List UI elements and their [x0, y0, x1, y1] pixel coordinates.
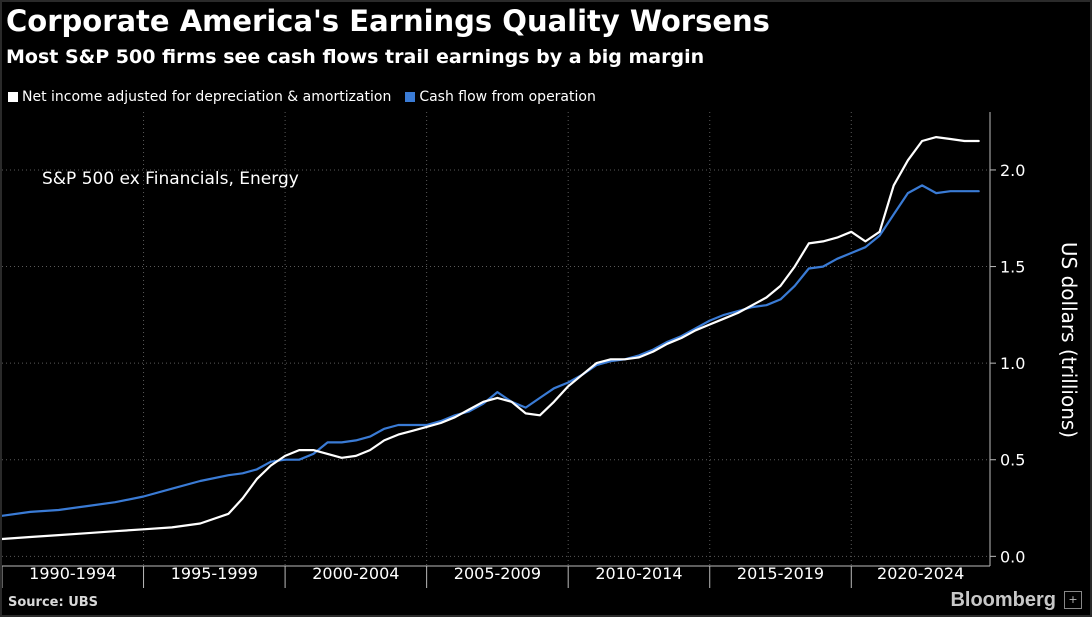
- legend-label-cash-flow: Cash flow from operation: [419, 89, 596, 105]
- x-tick-label: 1995-1999: [171, 564, 258, 583]
- series-line-cash-flow: [0, 184, 980, 517]
- legend-swatch-net-income: [8, 92, 18, 102]
- x-tick-label: 2000-2004: [312, 564, 399, 583]
- y-tick-label: 0.5: [1000, 451, 1025, 470]
- y-axis-label: US dollars (trillions): [1057, 242, 1081, 438]
- y-tick-label: 0.0: [1000, 547, 1025, 566]
- chart-annotation: S&P 500 ex Financials, Energy: [42, 169, 299, 189]
- legend-item-net-income: Net income adjusted for depreciation & a…: [8, 89, 391, 105]
- source-note: Source: UBS: [8, 595, 99, 610]
- plus-icon[interactable]: +: [1064, 591, 1082, 609]
- chart-legend: Net income adjusted for depreciation & a…: [8, 89, 610, 105]
- y-tick-label: 2.0: [1000, 161, 1025, 180]
- x-tick-label: 2005-2009: [454, 564, 541, 583]
- series-line-net-income: [0, 136, 980, 541]
- x-tick-label: 2010-2014: [595, 564, 682, 583]
- x-tick-label: 2020-2024: [877, 564, 964, 583]
- y-tick-label: 1.0: [1000, 354, 1025, 373]
- x-tick-label: 2015-2019: [737, 564, 824, 583]
- y-tick-label: 1.5: [1000, 258, 1025, 277]
- chart-title: Corporate America's Earnings Quality Wor…: [6, 4, 770, 38]
- legend-item-cash-flow: Cash flow from operation: [405, 89, 596, 105]
- legend-swatch-cash-flow: [405, 92, 416, 102]
- legend-label-net-income: Net income adjusted for depreciation & a…: [22, 89, 392, 105]
- chart-subtitle: Most S&P 500 firms see cash flows trail …: [6, 46, 705, 68]
- x-tick-label: 1990-1994: [29, 564, 116, 583]
- bloomberg-logo: Bloomberg: [950, 589, 1056, 611]
